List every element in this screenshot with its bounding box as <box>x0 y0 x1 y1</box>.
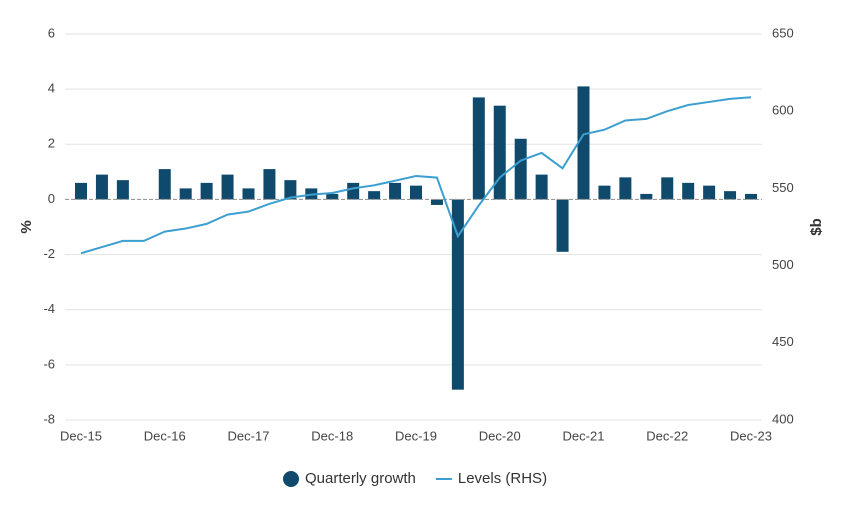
x-tick-label: Dec-18 <box>311 428 353 443</box>
x-tick-label: Dec-20 <box>479 428 521 443</box>
y2-tick-label: 500 <box>772 257 794 272</box>
y-tick-label: 0 <box>48 191 55 206</box>
x-tick-label: Dec-21 <box>563 428 605 443</box>
y-tick-label: -6 <box>43 356 55 371</box>
bar <box>451 199 464 390</box>
line <box>80 96 752 255</box>
y2-tick-label: 550 <box>772 180 794 195</box>
y2-axis-title: $b <box>808 218 825 236</box>
bar <box>95 174 108 200</box>
y2-tick-label: 400 <box>772 411 794 426</box>
y-tick-label: 4 <box>48 81 55 96</box>
y2-tick-label: 450 <box>772 334 794 349</box>
grid <box>65 33 762 421</box>
y-tick-label: 2 <box>48 136 55 151</box>
bar <box>745 193 757 200</box>
legend: Quarterly growth Levels (RHS) <box>283 470 547 487</box>
x-tick-label: Dec-17 <box>228 428 270 443</box>
bar <box>514 138 527 200</box>
bar <box>493 105 506 200</box>
bar <box>598 185 611 200</box>
bar <box>158 169 171 200</box>
bar <box>242 188 255 200</box>
x-tick-label: Dec-19 <box>395 428 437 443</box>
y-tick-label: 6 <box>48 25 55 40</box>
x-tick-label: Dec-15 <box>60 428 102 443</box>
legend-marker <box>283 471 299 487</box>
bar <box>116 180 129 200</box>
bar <box>75 182 87 200</box>
bar <box>284 180 297 200</box>
y-tick-label: -2 <box>43 246 55 261</box>
bar <box>556 199 569 252</box>
bar <box>661 177 674 200</box>
bar <box>326 193 339 200</box>
x-tick-label: Dec-16 <box>144 428 186 443</box>
bar <box>640 193 653 200</box>
bar <box>535 174 548 200</box>
bar <box>577 86 590 200</box>
bar <box>410 185 422 200</box>
bar <box>200 182 213 200</box>
bar <box>703 185 716 200</box>
bar <box>263 169 276 200</box>
bar <box>724 191 737 200</box>
bar <box>221 174 234 200</box>
bar <box>389 182 402 200</box>
y2-tick-label: 600 <box>772 103 794 118</box>
bar <box>347 182 360 200</box>
legend-label: Quarterly growth <box>305 470 416 487</box>
bar <box>472 97 485 200</box>
bar <box>619 177 632 200</box>
bar <box>179 188 192 200</box>
y-tick-label: -8 <box>43 411 55 426</box>
x-tick-label: Dec-22 <box>646 428 688 443</box>
x-tick-label: Dec-23 <box>730 428 772 443</box>
bar <box>368 191 381 200</box>
y2-tick-label: 650 <box>772 25 794 40</box>
y-axis-title: % <box>18 220 35 233</box>
bar <box>682 182 695 200</box>
legend-label: Levels (RHS) <box>458 470 547 487</box>
bar <box>430 199 443 205</box>
y-tick-label: -4 <box>43 301 55 316</box>
